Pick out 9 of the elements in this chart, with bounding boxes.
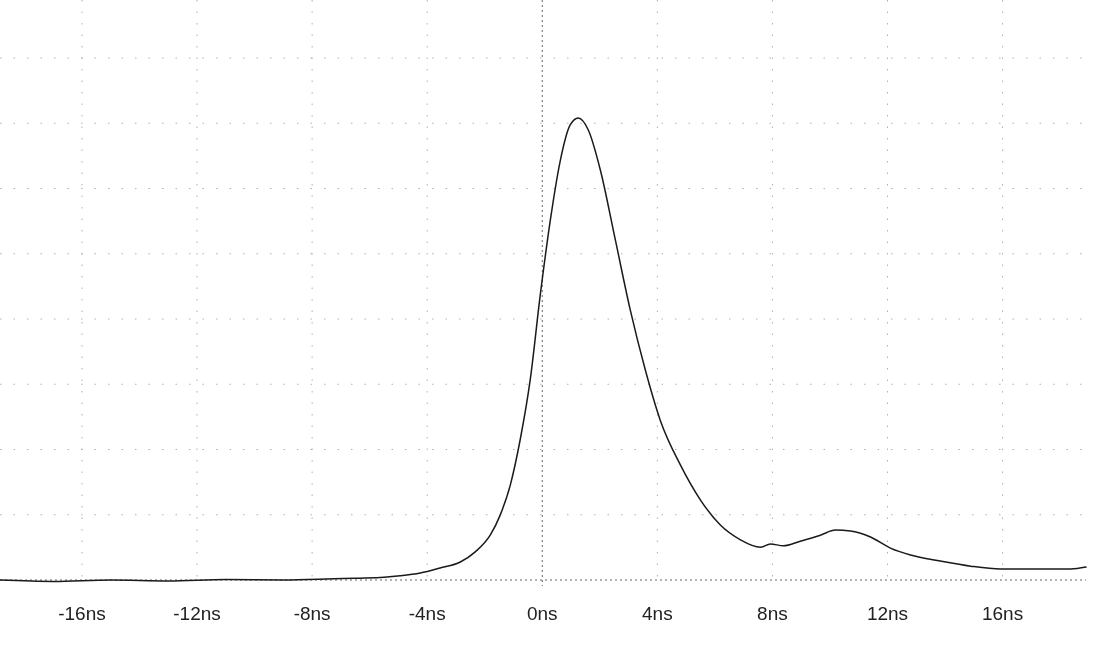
x-tick-label: -12ns xyxy=(173,603,221,624)
x-tick-label: 12ns xyxy=(866,603,909,624)
x-tick-label: -16ns xyxy=(58,603,106,624)
x-tick-label: 0ns xyxy=(526,603,558,624)
x-tick-label: 8ns xyxy=(757,603,788,624)
x-tick-label: -4ns xyxy=(408,603,446,624)
x-tick-label: 16ns xyxy=(981,603,1024,624)
x-tick-label: 4ns xyxy=(642,603,673,624)
x-tick-label: -8ns xyxy=(293,603,331,624)
